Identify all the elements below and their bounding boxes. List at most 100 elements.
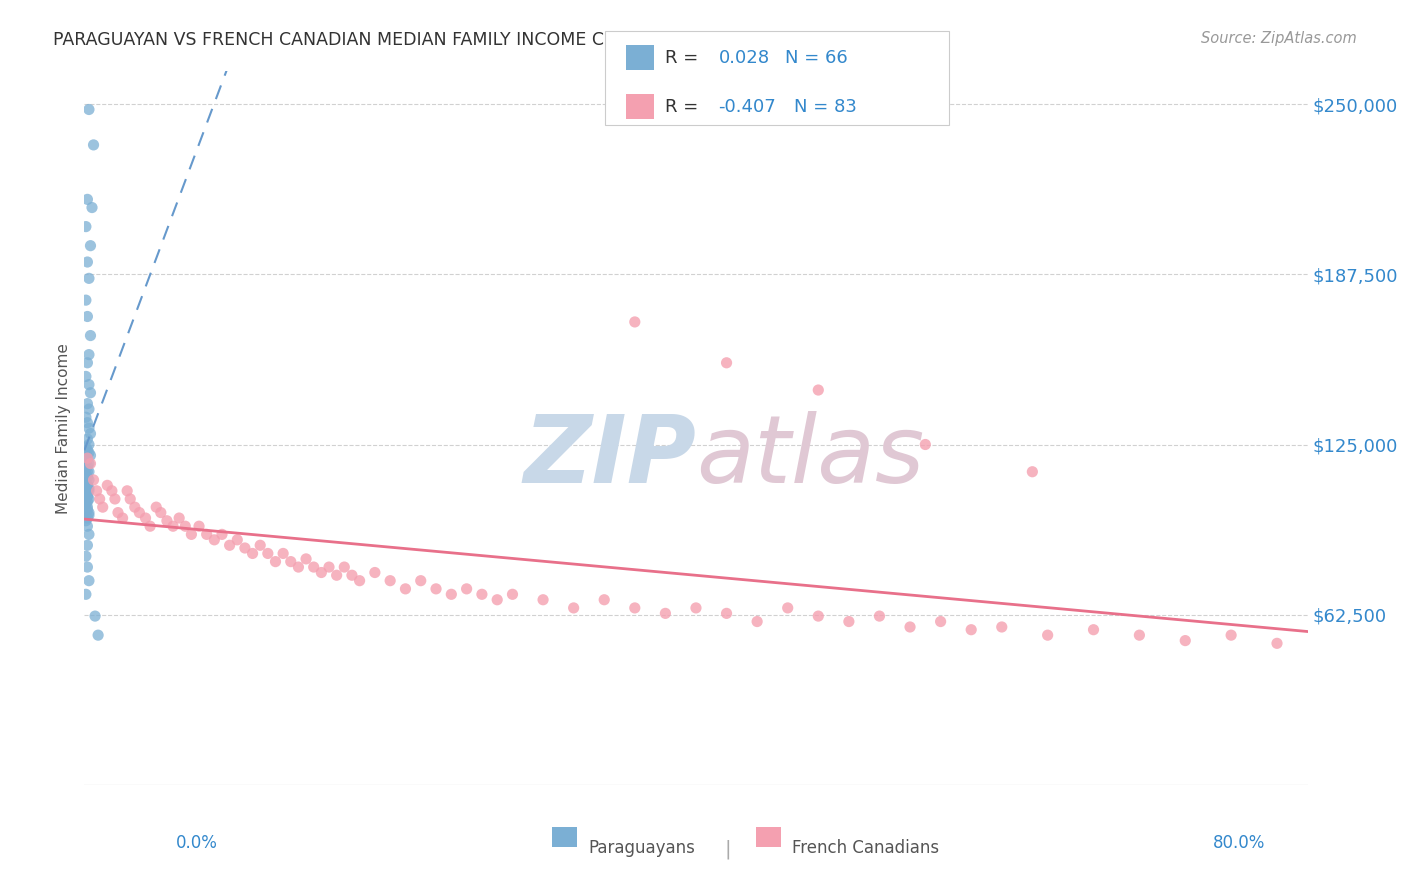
Point xyxy=(364,566,387,580)
Point xyxy=(83,137,105,152)
Point xyxy=(107,506,129,520)
Point xyxy=(654,607,676,621)
Point xyxy=(76,442,98,457)
Point xyxy=(75,410,97,425)
Point xyxy=(128,506,150,520)
Point xyxy=(807,609,830,624)
Point xyxy=(162,519,184,533)
Point xyxy=(76,478,98,492)
Point xyxy=(79,457,101,471)
Point xyxy=(77,491,100,506)
Point xyxy=(77,473,100,487)
Point xyxy=(75,497,97,511)
Y-axis label: Median Family Income: Median Family Income xyxy=(56,343,72,514)
Point xyxy=(75,549,97,564)
Point xyxy=(898,620,921,634)
Point xyxy=(471,587,494,601)
Point xyxy=(716,607,738,621)
Point xyxy=(76,500,98,515)
Point xyxy=(76,489,98,503)
Point xyxy=(96,478,118,492)
Text: R =: R = xyxy=(665,98,704,116)
Point xyxy=(333,560,356,574)
Point xyxy=(685,601,707,615)
Point xyxy=(145,500,167,515)
Point xyxy=(1083,623,1105,637)
Point xyxy=(180,527,202,541)
Point xyxy=(174,519,197,533)
Point xyxy=(202,533,225,547)
Point xyxy=(531,592,554,607)
Point xyxy=(75,462,97,476)
Text: |: | xyxy=(724,839,731,859)
Point xyxy=(76,416,98,430)
Point xyxy=(242,546,264,560)
Point xyxy=(218,538,240,552)
Point xyxy=(77,508,100,523)
Point xyxy=(75,475,97,490)
Text: PARAGUAYAN VS FRENCH CANADIAN MEDIAN FAMILY INCOME CORRELATION CHART: PARAGUAYAN VS FRENCH CANADIAN MEDIAN FAM… xyxy=(53,31,780,49)
Point xyxy=(76,310,98,324)
Point xyxy=(264,555,287,569)
Point xyxy=(75,219,97,234)
Text: atlas: atlas xyxy=(696,411,924,502)
Point xyxy=(325,568,347,582)
Point xyxy=(101,483,124,498)
Point xyxy=(77,348,100,362)
Text: Source: ZipAtlas.com: Source: ZipAtlas.com xyxy=(1201,31,1357,46)
Text: 0.0%: 0.0% xyxy=(176,834,218,852)
Point xyxy=(149,506,172,520)
Point xyxy=(249,538,271,552)
Point xyxy=(77,377,100,392)
Point xyxy=(425,582,447,596)
Point xyxy=(76,494,98,508)
Point xyxy=(195,527,218,541)
Point xyxy=(75,454,97,468)
Point xyxy=(440,587,463,601)
Point xyxy=(79,328,101,343)
Point xyxy=(869,609,891,624)
Point xyxy=(75,587,97,601)
Point xyxy=(89,491,111,506)
Point xyxy=(1265,636,1288,650)
Point xyxy=(75,369,97,384)
Point xyxy=(76,483,98,498)
Point xyxy=(340,568,363,582)
Point xyxy=(838,615,860,629)
Point xyxy=(624,315,647,329)
Point xyxy=(502,587,524,601)
Point xyxy=(111,511,134,525)
Point xyxy=(76,432,98,446)
Point xyxy=(139,519,162,533)
Text: N = 83: N = 83 xyxy=(794,98,858,116)
Point xyxy=(124,500,146,515)
Point xyxy=(76,478,98,492)
Point xyxy=(716,356,738,370)
Point xyxy=(91,500,114,515)
Point xyxy=(120,491,142,506)
Point xyxy=(257,546,280,560)
Text: N = 66: N = 66 xyxy=(785,49,848,67)
Point xyxy=(76,519,98,533)
Point xyxy=(77,465,100,479)
Point xyxy=(104,491,127,506)
Text: Paraguayans: Paraguayans xyxy=(588,839,696,857)
Point xyxy=(1220,628,1243,642)
Point xyxy=(135,511,157,525)
Text: -0.407: -0.407 xyxy=(718,98,776,116)
Point xyxy=(76,511,98,525)
Point xyxy=(115,483,138,498)
Point xyxy=(456,582,478,596)
Point xyxy=(562,601,585,615)
Point xyxy=(991,620,1014,634)
Point xyxy=(76,451,98,466)
Point xyxy=(914,437,936,451)
Point xyxy=(75,293,97,307)
Point xyxy=(349,574,371,588)
Point xyxy=(76,538,98,552)
Point xyxy=(1128,628,1150,642)
Point xyxy=(75,440,97,454)
Point xyxy=(79,385,101,400)
Point xyxy=(1021,465,1043,479)
Point xyxy=(77,402,100,417)
